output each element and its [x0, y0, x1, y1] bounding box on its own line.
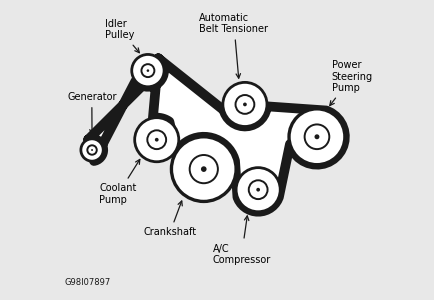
Polygon shape — [88, 58, 345, 212]
Circle shape — [249, 180, 268, 199]
Circle shape — [201, 166, 207, 172]
Circle shape — [223, 82, 267, 127]
Circle shape — [81, 139, 103, 161]
Text: Crankshaft: Crankshaft — [144, 201, 197, 237]
Text: Coolant
Pump: Coolant Pump — [99, 159, 140, 205]
Text: G98I07897: G98I07897 — [64, 278, 110, 287]
Circle shape — [147, 69, 149, 72]
Text: Generator: Generator — [67, 92, 117, 134]
Text: Automatic
Belt Tensioner: Automatic Belt Tensioner — [199, 13, 268, 78]
Circle shape — [141, 64, 155, 77]
Circle shape — [305, 124, 329, 149]
Circle shape — [147, 130, 166, 149]
Circle shape — [236, 95, 254, 114]
Circle shape — [91, 149, 93, 151]
Text: Idler
Pulley: Idler Pulley — [105, 19, 139, 53]
Circle shape — [135, 118, 179, 162]
Circle shape — [190, 155, 218, 183]
Text: A/C
Compressor: A/C Compressor — [213, 216, 271, 265]
Circle shape — [315, 134, 319, 139]
Circle shape — [236, 168, 280, 212]
Circle shape — [132, 54, 164, 87]
Circle shape — [243, 103, 247, 106]
Circle shape — [155, 138, 158, 142]
Circle shape — [87, 145, 97, 155]
Text: Power
Steering
Pump: Power Steering Pump — [330, 60, 373, 106]
Circle shape — [256, 188, 260, 192]
Circle shape — [171, 137, 236, 202]
Circle shape — [289, 109, 345, 165]
